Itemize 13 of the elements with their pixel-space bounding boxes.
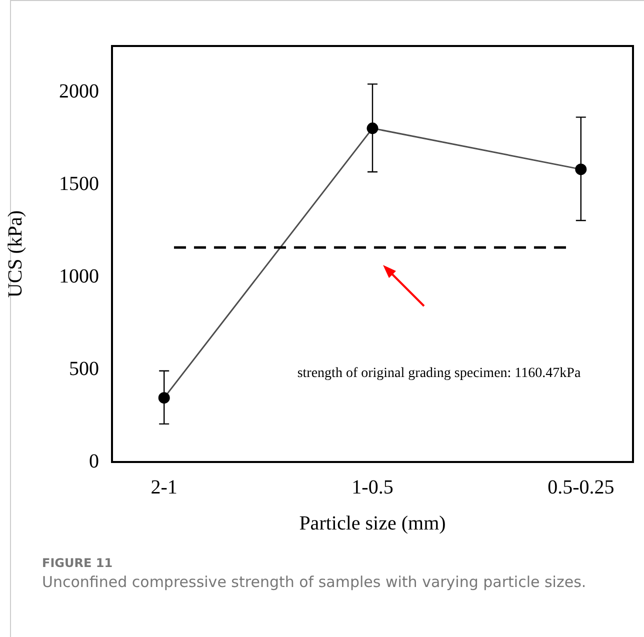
y-tick-label: 0	[89, 450, 99, 472]
x-axis-title: Particle size (mm)	[299, 512, 446, 534]
y-tick-label: 1000	[59, 265, 99, 288]
y-tick-label: 500	[69, 358, 99, 380]
text: Unconfined compressive strength of samples with varying particle sizes.	[42, 572, 588, 593]
y-tick-label: 2000	[59, 80, 99, 102]
x-tick-label: 2-1	[150, 476, 178, 498]
y-tick-label: 1500	[59, 172, 99, 195]
ref-line-label: strength of original grading specimen: 1160.47kPa	[297, 366, 582, 382]
y-axis-title: UCS (kPa)	[4, 210, 26, 298]
x-tick-label: 0.5-0.25	[548, 476, 614, 498]
caption: FIGURE 11	[42, 556, 114, 570]
x-tick-label: 1-0.5	[352, 476, 394, 498]
